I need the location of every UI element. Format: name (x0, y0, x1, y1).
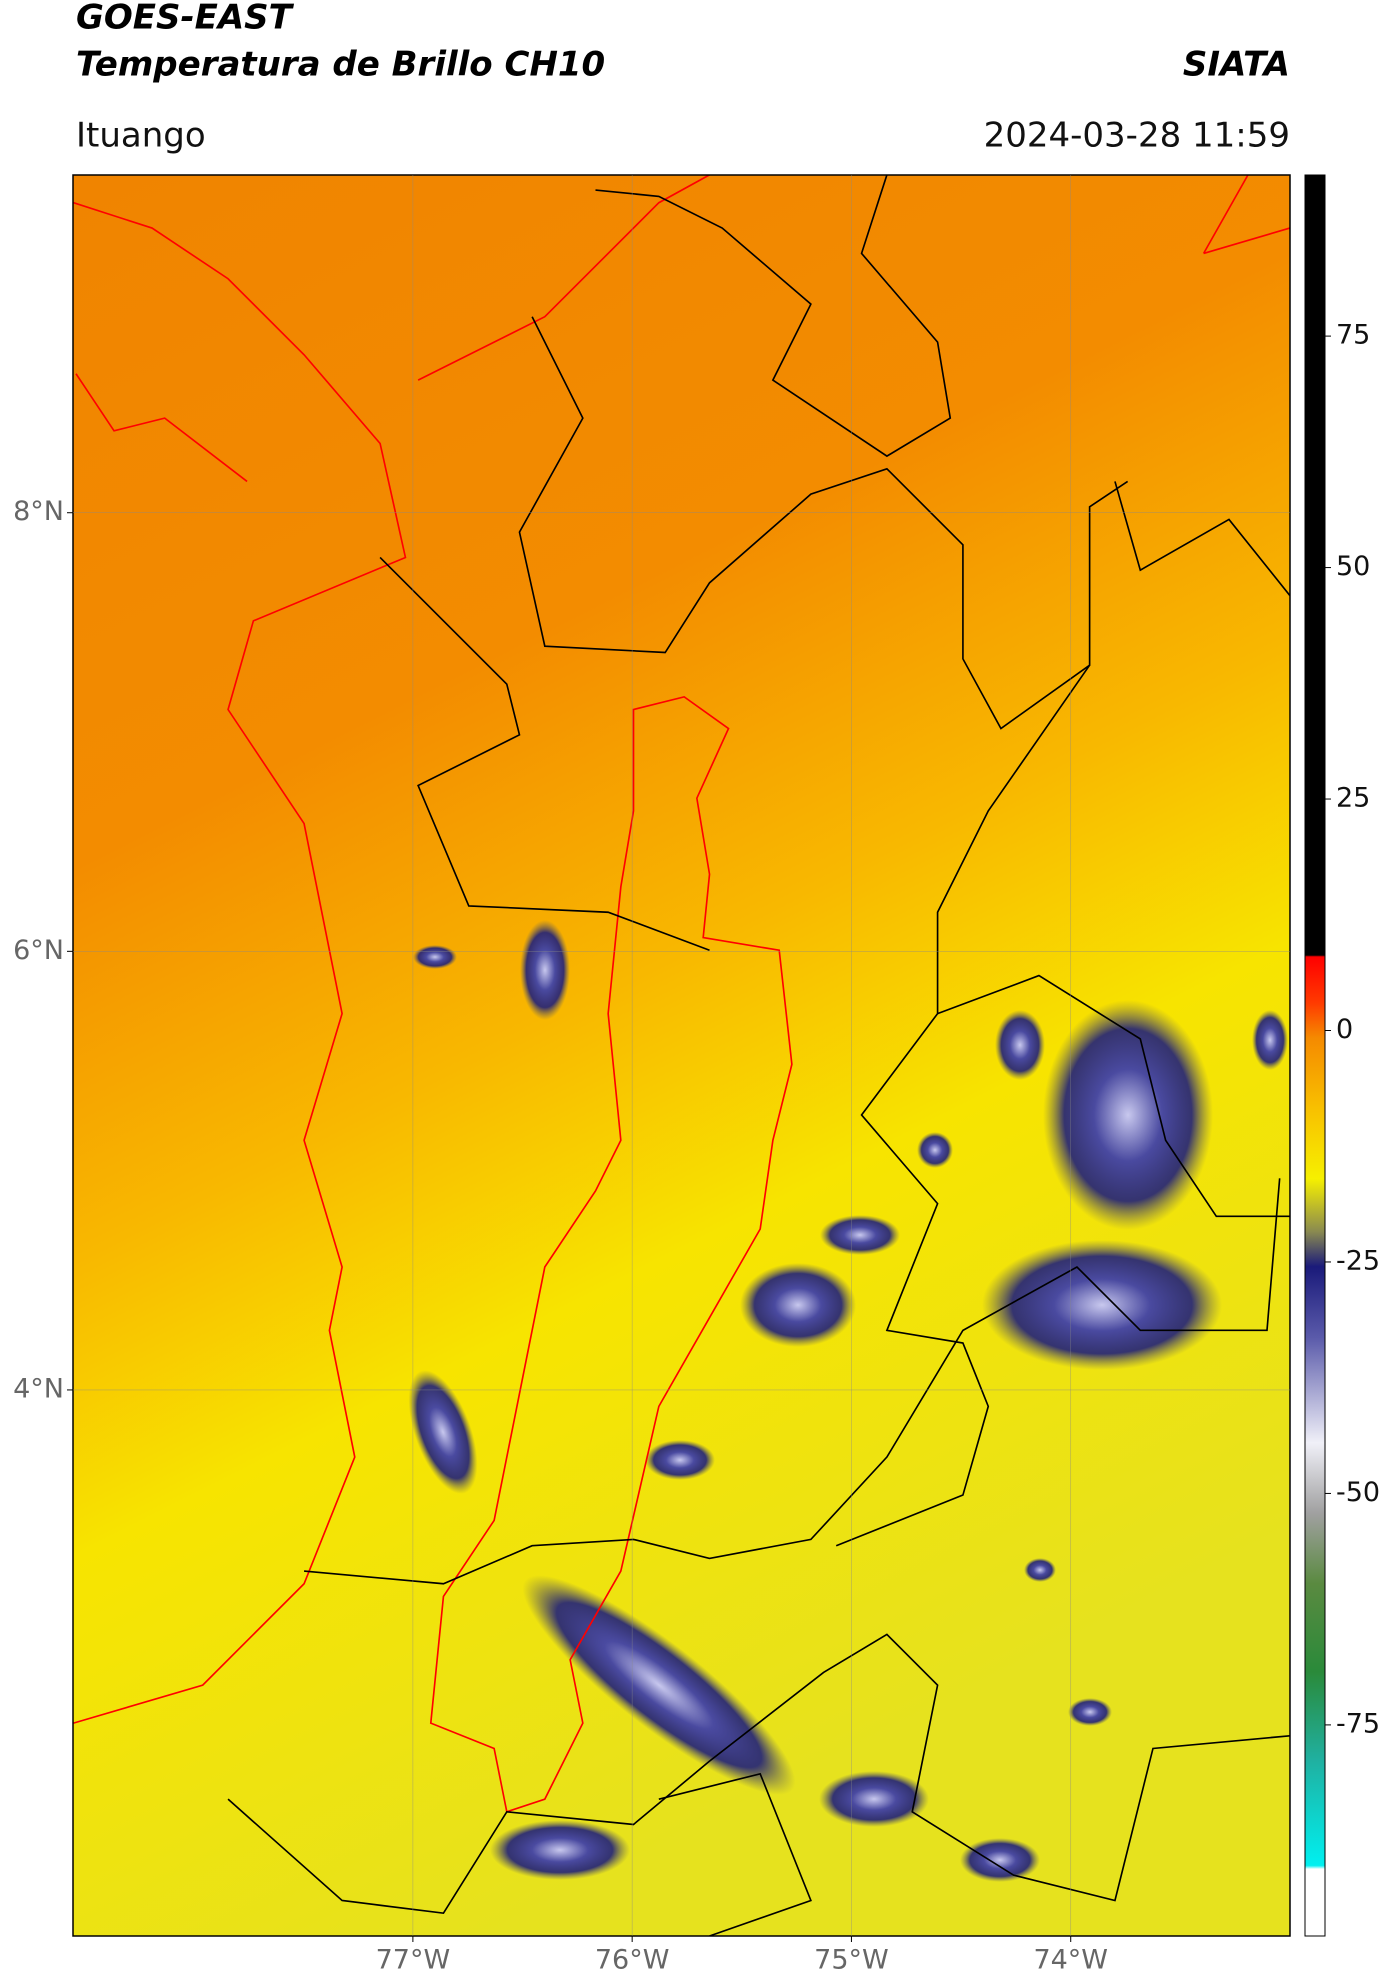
colorbar-tick-label: -50 (1336, 1477, 1380, 1508)
datetime: 2024-03-28 11:59 (984, 116, 1290, 156)
source: SIATA (1183, 45, 1290, 85)
colorbar-tick-label: 0 (1336, 1014, 1353, 1045)
x-tick-label: 75°W (814, 1945, 889, 1976)
y-tick-label: 4°N (13, 1373, 64, 1404)
subtitle: Temperatura de Brillo CH10 (76, 45, 605, 85)
map-frame (72, 174, 1291, 1937)
y-tick-label: 6°N (13, 935, 64, 966)
location: Ituango (76, 116, 206, 156)
x-tick-label: 76°W (595, 1945, 670, 1976)
colorbar (1304, 174, 1326, 1937)
title: GOES-EAST (76, 0, 295, 38)
x-tick-label: 74°W (1033, 1945, 1108, 1976)
colorbar-tick-label: 75 (1336, 320, 1370, 351)
colorbar-tick-label: -25 (1336, 1245, 1380, 1276)
colorbar-tick-label: 50 (1336, 551, 1370, 582)
colorbar-tick-label: -75 (1336, 1708, 1380, 1739)
y-tick-label: 8°N (13, 496, 64, 527)
map-image (73, 175, 1290, 1936)
colorbar-tick-label: 25 (1336, 783, 1370, 814)
x-tick-label: 77°W (376, 1945, 451, 1976)
